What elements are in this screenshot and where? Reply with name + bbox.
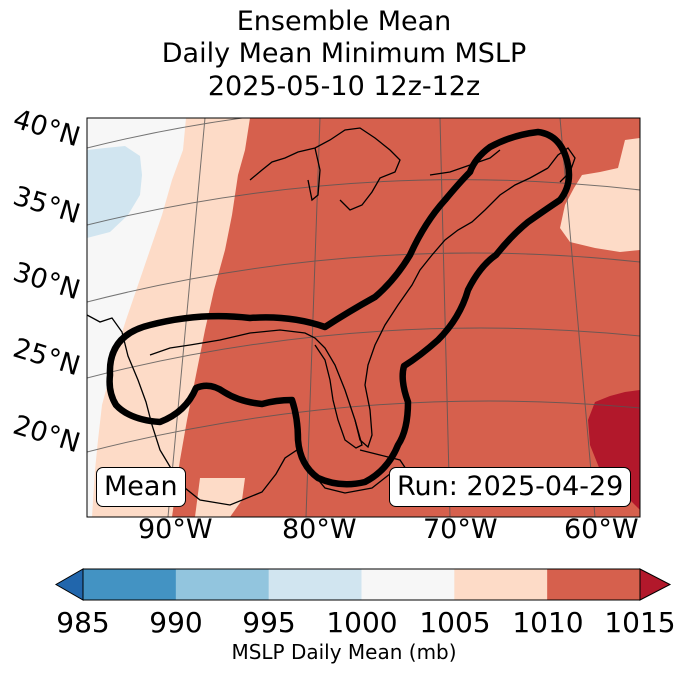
- pressure-fill-east-patch: [560, 138, 640, 252]
- map-frame: [86, 117, 641, 518]
- title-line-2: Daily Mean Minimum MSLP: [161, 38, 527, 69]
- lon-label-80: 80°W: [282, 514, 357, 545]
- lon-label-70: 70°W: [423, 514, 498, 545]
- colorbar-segment: [547, 569, 641, 600]
- colorbar-segment: [175, 569, 270, 600]
- colorbar-extend-low: [54, 568, 84, 601]
- map-panel: [87, 118, 640, 517]
- colorbar-label: MSLP Daily Mean (mb): [231, 640, 457, 664]
- colorbar-frame: [82, 568, 641, 601]
- graticule: [87, 118, 640, 517]
- title-line-3: 2025-05-10 12z-12z: [207, 71, 481, 102]
- lon-label-90: 90°W: [138, 514, 213, 545]
- pressure-fill-990-995: [87, 146, 142, 238]
- colorbar-tick-995: 995: [242, 606, 296, 639]
- colorbar-tick-985: 985: [56, 606, 110, 639]
- colorbar-tick-1010: 1010: [512, 606, 584, 639]
- colorbar-tick-990: 990: [149, 606, 203, 639]
- colorbar: [54, 568, 672, 601]
- pressure-fill-south-patch: [195, 478, 245, 517]
- colorbar-tick-1015: 1015: [604, 606, 676, 639]
- colorbar-segment: [83, 569, 177, 600]
- colorbar-segment: [454, 569, 548, 600]
- title-line-1: Ensemble Mean: [236, 6, 452, 37]
- colorbar-extend-high: [639, 568, 672, 601]
- lon-label-60: 60°W: [564, 514, 639, 545]
- mean-label: Mean: [96, 467, 186, 507]
- colorbar-segment: [268, 569, 362, 600]
- colorbar-tick-1000: 1000: [326, 606, 398, 639]
- colorbar-tick-1005: 1005: [419, 606, 491, 639]
- run-date-label: Run: 2025-04-29: [389, 467, 632, 507]
- colorbar-segment: [361, 569, 455, 600]
- threshold-contour: [106, 128, 573, 488]
